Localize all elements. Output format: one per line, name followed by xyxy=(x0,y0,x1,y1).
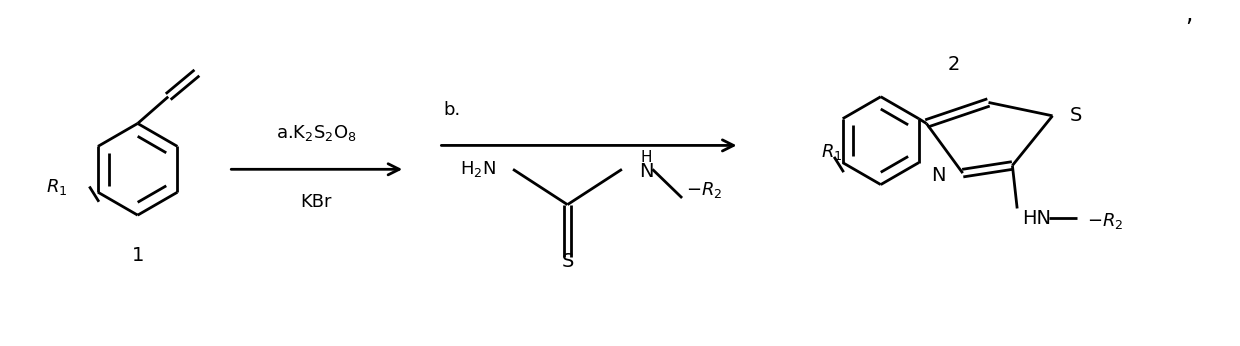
Text: KBr: KBr xyxy=(300,193,332,211)
Text: b.: b. xyxy=(444,101,460,119)
Text: $-R_2$: $-R_2$ xyxy=(1087,211,1123,231)
Text: ,: , xyxy=(1185,2,1193,26)
Text: a.K$_2$S$_2$O$_8$: a.K$_2$S$_2$O$_8$ xyxy=(275,122,357,143)
Text: H: H xyxy=(641,150,652,165)
Text: 1: 1 xyxy=(131,246,144,265)
Text: N: N xyxy=(931,165,946,184)
Text: S: S xyxy=(1070,106,1083,125)
Text: $R_1$: $R_1$ xyxy=(46,177,67,198)
Text: S: S xyxy=(562,252,574,271)
Text: N: N xyxy=(639,162,653,181)
Text: H$_2$N: H$_2$N xyxy=(460,159,496,179)
Text: $-R_2$: $-R_2$ xyxy=(686,180,722,200)
Text: $R_1$: $R_1$ xyxy=(821,142,842,162)
Text: 2: 2 xyxy=(949,55,961,74)
Text: HN: HN xyxy=(1022,209,1052,228)
